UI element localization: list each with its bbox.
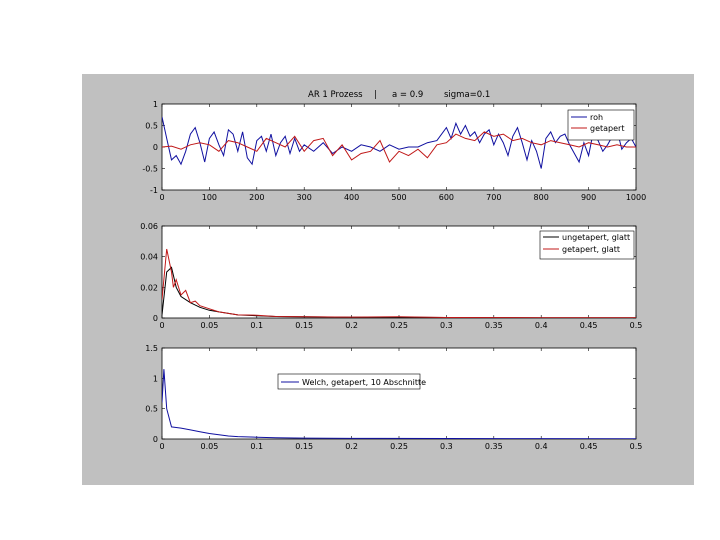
- legend: roh getapert: [567, 109, 635, 141]
- plot-area: [161, 347, 637, 440]
- axes-3: 0 0.05 0.1 0.15 0.2 0.25 0.3 0.35 0.4 0.45 0.5 0 0.5…: [145, 344, 642, 451]
- x-tick-label: 0.1: [250, 442, 263, 451]
- legend-label: roh: [590, 113, 603, 122]
- y-tick-label: 1.5: [145, 344, 158, 353]
- y-tick-label: -0.5: [142, 165, 158, 174]
- x-tick-label: 500: [391, 193, 406, 202]
- x-tick-label: 600: [439, 193, 454, 202]
- figure-window: AR 1 Prozess | a = 0.9 sigma=0.1 0 100 200…: [82, 74, 694, 485]
- x-tick-label: 0: [159, 442, 164, 451]
- y-tick-label: 0.5: [145, 405, 158, 414]
- x-tick-label: 0.5: [630, 442, 643, 451]
- y-tick-label: 0: [153, 314, 158, 323]
- x-tick-label: 0: [159, 193, 164, 202]
- figure-title: AR 1 Prozess | a = 0.9 sigma=0.1: [308, 90, 490, 100]
- y-tick-label: 1: [153, 100, 158, 109]
- title-coefficient: a = 0.9: [392, 90, 423, 100]
- plot-area: [161, 103, 637, 191]
- x-tick-label: 0.05: [200, 442, 218, 451]
- legend-box: [539, 230, 635, 260]
- x-tick-label: 0.4: [535, 442, 548, 451]
- title-separator: |: [374, 90, 377, 100]
- x-tick-label: 0.25: [390, 442, 408, 451]
- x-tick-label: 300: [297, 193, 312, 202]
- x-tick-label: 900: [581, 193, 596, 202]
- title-process: AR 1 Prozess: [308, 90, 363, 100]
- x-tick-label: 0.4: [535, 321, 548, 330]
- x-tick-label: 0: [159, 321, 164, 330]
- x-tick-label: 200: [249, 193, 264, 202]
- x-tick-label: 0.25: [390, 321, 408, 330]
- legend-box: [567, 109, 635, 141]
- series-line-getapert: [162, 131, 636, 163]
- y-tick-label: -1: [150, 186, 158, 195]
- y-tick-label: 1: [153, 374, 158, 383]
- x-tick-label: 0.15: [295, 321, 313, 330]
- x-tick-label: 0.2: [345, 321, 358, 330]
- x-tick-label: 100: [202, 193, 217, 202]
- x-tick-label: 0.45: [580, 442, 598, 451]
- x-tick-label: 0.2: [345, 442, 358, 451]
- legend-label: ungetapert, glatt: [562, 233, 630, 242]
- x-tick-label: 700: [486, 193, 501, 202]
- legend-label: getapert, glatt: [562, 245, 620, 254]
- x-tick-label: 1000: [626, 193, 646, 202]
- y-tick-label: 0: [153, 143, 158, 152]
- y-tick-label: 0.02: [140, 283, 158, 292]
- y-tick-label: 0: [153, 435, 158, 444]
- series-line-getapert-glatt: [162, 248, 636, 318]
- series-line-welch-getapert-10-abschnitte: [162, 369, 636, 439]
- x-tick-label: 400: [344, 193, 359, 202]
- axes-1: 0 100 200 300 400 500 600 700 800 900 1000 -1 -0.5 0 0…: [142, 100, 646, 202]
- x-tick-label: 0.3: [440, 442, 453, 451]
- x-tick-label: 0.45: [580, 321, 598, 330]
- legend-box: [277, 373, 421, 390]
- legend: Welch, getapert, 10 Abschnitte: [277, 373, 426, 390]
- legend-label: getapert: [590, 124, 624, 133]
- x-tick-label: 0.5: [630, 321, 643, 330]
- x-tick-label: 0.05: [200, 321, 218, 330]
- series-line-roh: [162, 116, 636, 169]
- x-tick-label: 0.35: [485, 321, 503, 330]
- y-tick-label: 0.5: [145, 122, 158, 131]
- axes-2: 0 0.05 0.1 0.15 0.2 0.25 0.3 0.35 0.4 0.45 0.5 0 0.0…: [140, 222, 642, 330]
- y-tick-label: 0.06: [140, 222, 158, 231]
- x-tick-label: 0.1: [250, 321, 263, 330]
- x-tick-label: 0.3: [440, 321, 453, 330]
- figure-canvas: AR 1 Prozess | a = 0.9 sigma=0.1 0 100 200…: [140, 90, 646, 451]
- x-tick-label: 0.35: [485, 442, 503, 451]
- x-tick-label: 0.15: [295, 442, 313, 451]
- x-tick-label: 800: [534, 193, 549, 202]
- title-sigma: sigma=0.1: [444, 90, 490, 100]
- y-tick-label: 0.04: [140, 253, 158, 262]
- legend-label: Welch, getapert, 10 Abschnitte: [302, 378, 426, 387]
- legend: ungetapert, glatt getapert, glatt: [539, 230, 635, 260]
